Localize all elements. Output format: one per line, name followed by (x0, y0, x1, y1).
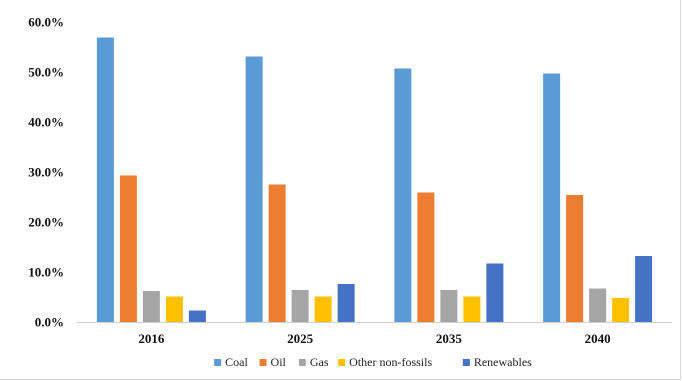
x-tick-label: 2016 (138, 331, 165, 346)
y-tick-label: 20.0% (28, 215, 64, 230)
bar-renewables-2025 (337, 284, 355, 322)
legend-label: Other non-fossils (349, 355, 432, 369)
bar-oil-2025 (268, 184, 286, 322)
legend-swatch (259, 359, 267, 366)
y-tick-label: 50.0% (28, 65, 64, 80)
bar-gas-2025 (291, 290, 309, 322)
x-tick-label: 2035 (436, 331, 463, 346)
bar-coal-2035 (394, 68, 412, 322)
bar-coal-2040 (543, 73, 561, 322)
legend: Coal Oil Gas Other non-fossils Renewables (214, 355, 532, 369)
bar-renewables-2016 (188, 310, 206, 322)
bar-other-non-fossils-2040 (612, 298, 630, 322)
y-tick-label: 60.0% (28, 15, 64, 30)
bar-oil-2040 (566, 195, 584, 322)
y-tick-label: 30.0% (28, 165, 64, 180)
x-tick-label: 2025 (287, 331, 314, 346)
bar-other-non-fossils-2025 (314, 296, 332, 322)
legend-swatch (214, 359, 222, 366)
axis-layer: 0.0% 10.0% 20.0% 30.0% 40.0% 50.0% 60.0% 2016 20… (28, 15, 672, 346)
legend-swatch (298, 359, 306, 366)
legend-swatch (462, 359, 470, 366)
bar-gas-2040 (589, 288, 607, 322)
legend-label: Gas (310, 355, 329, 369)
y-tick-label: 0.0% (35, 315, 64, 330)
bar-coal-2016 (96, 37, 114, 322)
y-tick-label: 40.0% (28, 115, 64, 130)
bars-layer (96, 37, 653, 322)
legend-label: Oil (271, 355, 287, 369)
y-tick-label: 10.0% (28, 265, 64, 280)
x-tick-label: 2040 (585, 331, 611, 346)
bar-gas-2016 (142, 291, 160, 322)
bar-coal-2025 (245, 56, 263, 322)
bar-renewables-2040 (635, 256, 653, 322)
bar-renewables-2035 (486, 263, 504, 322)
bar-other-non-fossils-2016 (165, 296, 183, 322)
bar-oil-2016 (119, 175, 137, 322)
bar-gas-2035 (440, 290, 458, 322)
bar-oil-2035 (417, 192, 435, 322)
legend-label: Coal (225, 355, 248, 369)
legend-label: Renewables (474, 355, 532, 369)
legend-swatch (338, 359, 346, 366)
bar-other-non-fossils-2035 (463, 296, 481, 322)
